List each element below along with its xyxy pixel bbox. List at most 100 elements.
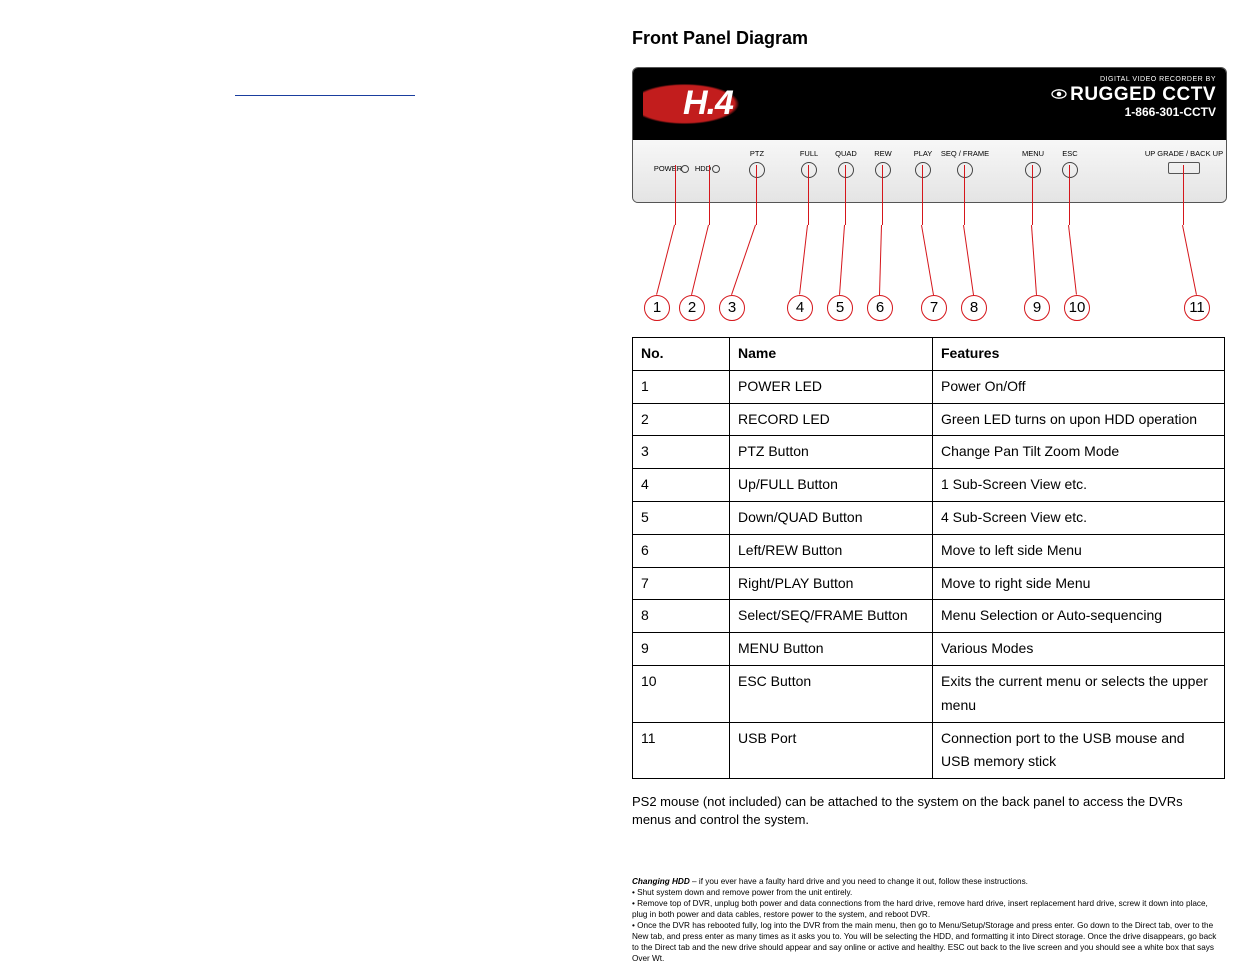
footnote-lead-rest: – if you ever have a faulty hard drive a… — [690, 877, 1028, 886]
table-cell: Select/SEQ/FRAME Button — [730, 600, 933, 633]
front-panel-device: H.4 DIGITAL VIDEO RECORDER BY RUGGED CCT… — [632, 67, 1227, 203]
footnote-bullet: • Remove top of DVR, unplug both power a… — [632, 898, 1225, 920]
panel-btn — [875, 162, 891, 178]
panel-btn — [749, 162, 765, 178]
callout-bubble: 3 — [719, 295, 745, 321]
table-cell: 6 — [633, 534, 730, 567]
callout-leader — [963, 225, 974, 295]
table-row: 9MENU ButtonVarious Modes — [633, 633, 1225, 666]
table-cell: RECORD LED — [730, 403, 933, 436]
callout-leader — [799, 225, 808, 295]
table-row: 2RECORD LEDGreen LED turns on upon HDD o… — [633, 403, 1225, 436]
callout-bubble: 6 — [867, 295, 893, 321]
panel-btn-label: QUAD — [835, 149, 857, 158]
table-row: 11USB PortConnection port to the USB mou… — [633, 722, 1225, 779]
panel-btn — [1025, 162, 1041, 178]
callout-vline — [1032, 165, 1033, 225]
callout-region: 1234567891011 — [632, 203, 1227, 323]
panel-btn — [915, 162, 931, 178]
panel-btn-label: ESC — [1062, 149, 1077, 158]
table-cell: PTZ Button — [730, 436, 933, 469]
table-cell: USB Port — [730, 722, 933, 779]
table-cell: Various Modes — [933, 633, 1225, 666]
table-row: 4Up/FULL Button1 Sub-Screen View etc. — [633, 469, 1225, 502]
table-cell: 11 — [633, 722, 730, 779]
panel-btn-label: PLAY — [914, 149, 933, 158]
table-cell: 2 — [633, 403, 730, 436]
table-cell: ESC Button — [730, 665, 933, 722]
callout-vline — [882, 165, 883, 225]
h4-logo: H.4 — [643, 78, 773, 130]
callout-vline — [1069, 165, 1070, 225]
table-cell: 1 Sub-Screen View etc. — [933, 469, 1225, 502]
usb-label: UP GRADE / BACK UP — [1145, 149, 1223, 158]
table-cell: MENU Button — [730, 633, 933, 666]
callout-vline — [922, 165, 923, 225]
brand-main-text: RUGGED CCTV — [1070, 84, 1216, 105]
callout-bubble: 8 — [961, 295, 987, 321]
callout-vline — [1183, 165, 1184, 225]
callout-leader — [839, 225, 845, 295]
table-header: No. — [633, 338, 730, 371]
callout-leader — [921, 225, 934, 295]
table-cell: Right/PLAY Button — [730, 567, 933, 600]
panel-btn-label: SEQ / FRAME — [941, 149, 989, 158]
table-cell: POWER LED — [730, 370, 933, 403]
table-row: 7Right/PLAY ButtonMove to right side Men… — [633, 567, 1225, 600]
table-cell: Menu Selection or Auto-sequencing — [933, 600, 1225, 633]
table-row: 6Left/REW ButtonMove to left side Menu — [633, 534, 1225, 567]
table-row: 8Select/SEQ/FRAME ButtonMenu Selection o… — [633, 600, 1225, 633]
callout-leader — [731, 225, 756, 295]
panel-btn — [838, 162, 854, 178]
table-cell: 9 — [633, 633, 730, 666]
table-cell: Up/FULL Button — [730, 469, 933, 502]
callout-leader — [879, 225, 882, 295]
table-cell: Move to left side Menu — [933, 534, 1225, 567]
hdd-led — [712, 165, 720, 173]
hdd-footnotes: Changing HDD – if you ever have a faulty… — [632, 876, 1225, 964]
table-cell: 10 — [633, 665, 730, 722]
usb-port — [1168, 162, 1200, 174]
table-row: 5Down/QUAD Button4 Sub-Screen View etc. — [633, 501, 1225, 534]
table-cell: 8 — [633, 600, 730, 633]
footnote-bullet: • Shut system down and remove power from… — [632, 887, 1225, 898]
table-cell: Connection port to the USB mouse and USB… — [933, 722, 1225, 779]
table-cell: 3 — [633, 436, 730, 469]
callout-bubble: 5 — [827, 295, 853, 321]
table-row: 1POWER LEDPower On/Off — [633, 370, 1225, 403]
brand-phone: 1-866-301-CCTV — [1051, 106, 1216, 120]
table-header: Name — [730, 338, 933, 371]
table-cell: Green LED turns on upon HDD operation — [933, 403, 1225, 436]
decorative-rule — [235, 95, 415, 96]
callout-vline — [964, 165, 965, 225]
features-table: No.NameFeatures 1POWER LEDPower On/Off2R… — [632, 337, 1225, 779]
callout-bubble: 10 — [1064, 295, 1090, 321]
footnote-bullet: • Once the DVR has rebooted fully, log i… — [632, 920, 1225, 964]
brand-tiny: DIGITAL VIDEO RECORDER BY — [1051, 76, 1216, 84]
h4-logo-text: H.4 — [683, 84, 733, 123]
table-cell: 4 — [633, 469, 730, 502]
eye-icon — [1051, 84, 1067, 106]
table-cell: 7 — [633, 567, 730, 600]
callout-bubble: 7 — [921, 295, 947, 321]
table-cell: Move to right side Menu — [933, 567, 1225, 600]
panel-btn-label: MENU — [1022, 149, 1044, 158]
callout-bubble: 1 — [644, 295, 670, 321]
table-cell: Down/QUAD Button — [730, 501, 933, 534]
table-header: Features — [933, 338, 1225, 371]
callout-bubble: 2 — [679, 295, 705, 321]
callout-leader — [1031, 225, 1037, 295]
panel-btn — [957, 162, 973, 178]
brand-block: DIGITAL VIDEO RECORDER BY RUGGED CCTV 1-… — [1051, 76, 1216, 120]
panel-btn-label: PTZ — [750, 149, 764, 158]
callout-leader — [1182, 225, 1197, 295]
table-row: 10ESC ButtonExits the current menu or se… — [633, 665, 1225, 722]
callout-vline — [808, 165, 809, 225]
power-led — [681, 165, 689, 173]
table-cell: Power On/Off — [933, 370, 1225, 403]
panel-btn — [1062, 162, 1078, 178]
callout-vline — [709, 165, 710, 225]
callout-leader — [1068, 225, 1077, 295]
table-cell: Change Pan Tilt Zoom Mode — [933, 436, 1225, 469]
table-cell: 4 Sub-Screen View etc. — [933, 501, 1225, 534]
